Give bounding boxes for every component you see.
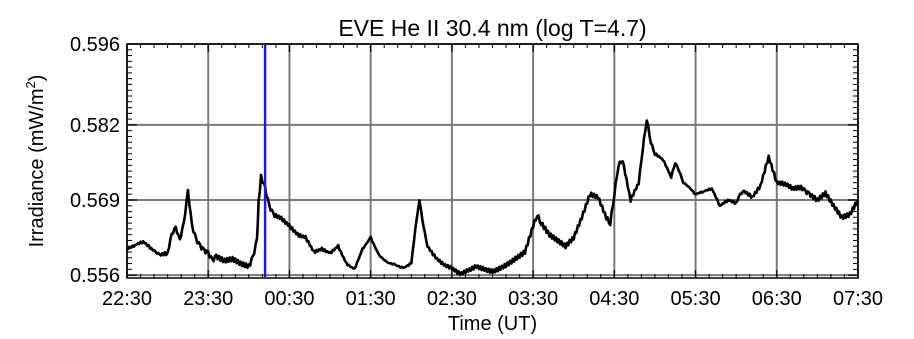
axis-ticks (126, 43, 859, 278)
x-tick-label: 03:30 (508, 288, 558, 310)
series-line (126, 119, 860, 277)
x-tick-label: 07:30 (833, 288, 883, 310)
grid-lines (126, 43, 859, 278)
x-tick-label: 05:30 (671, 288, 721, 310)
y-axis-title: Irradiance (mW/m2) (23, 75, 48, 248)
x-tick-label: 02:30 (427, 288, 477, 310)
x-tick-label: 22:30 (102, 288, 152, 310)
y-axis-title-close: ) (26, 75, 48, 82)
tick-labels: 22:30 23:30 00:30 01:30 02:30 03:30 04:30 05:30… (70, 34, 883, 310)
series-layer (126, 119, 860, 277)
x-tick-label: 00:30 (264, 288, 314, 310)
x-axis-title: Time (UT) (448, 313, 537, 335)
y-axis-title-sup: 2 (23, 81, 38, 88)
plot-area (126, 43, 859, 279)
x-tick-label: 23:30 (183, 288, 233, 310)
x-tick-label: 06:30 (752, 288, 802, 310)
y-tick-label: 0.582 (70, 115, 120, 137)
y-tick-label: 0.569 (70, 190, 120, 212)
x-tick-label: 01:30 (346, 288, 396, 310)
x-tick-label: 04:30 (589, 288, 639, 310)
chart-title: EVE He II 30.4 nm (log T=4.7) (338, 15, 646, 41)
y-tick-label: 0.596 (70, 34, 120, 56)
y-tick-label: 0.556 (70, 265, 120, 287)
y-axis-title-main: Irradiance (mW/m (26, 89, 48, 248)
